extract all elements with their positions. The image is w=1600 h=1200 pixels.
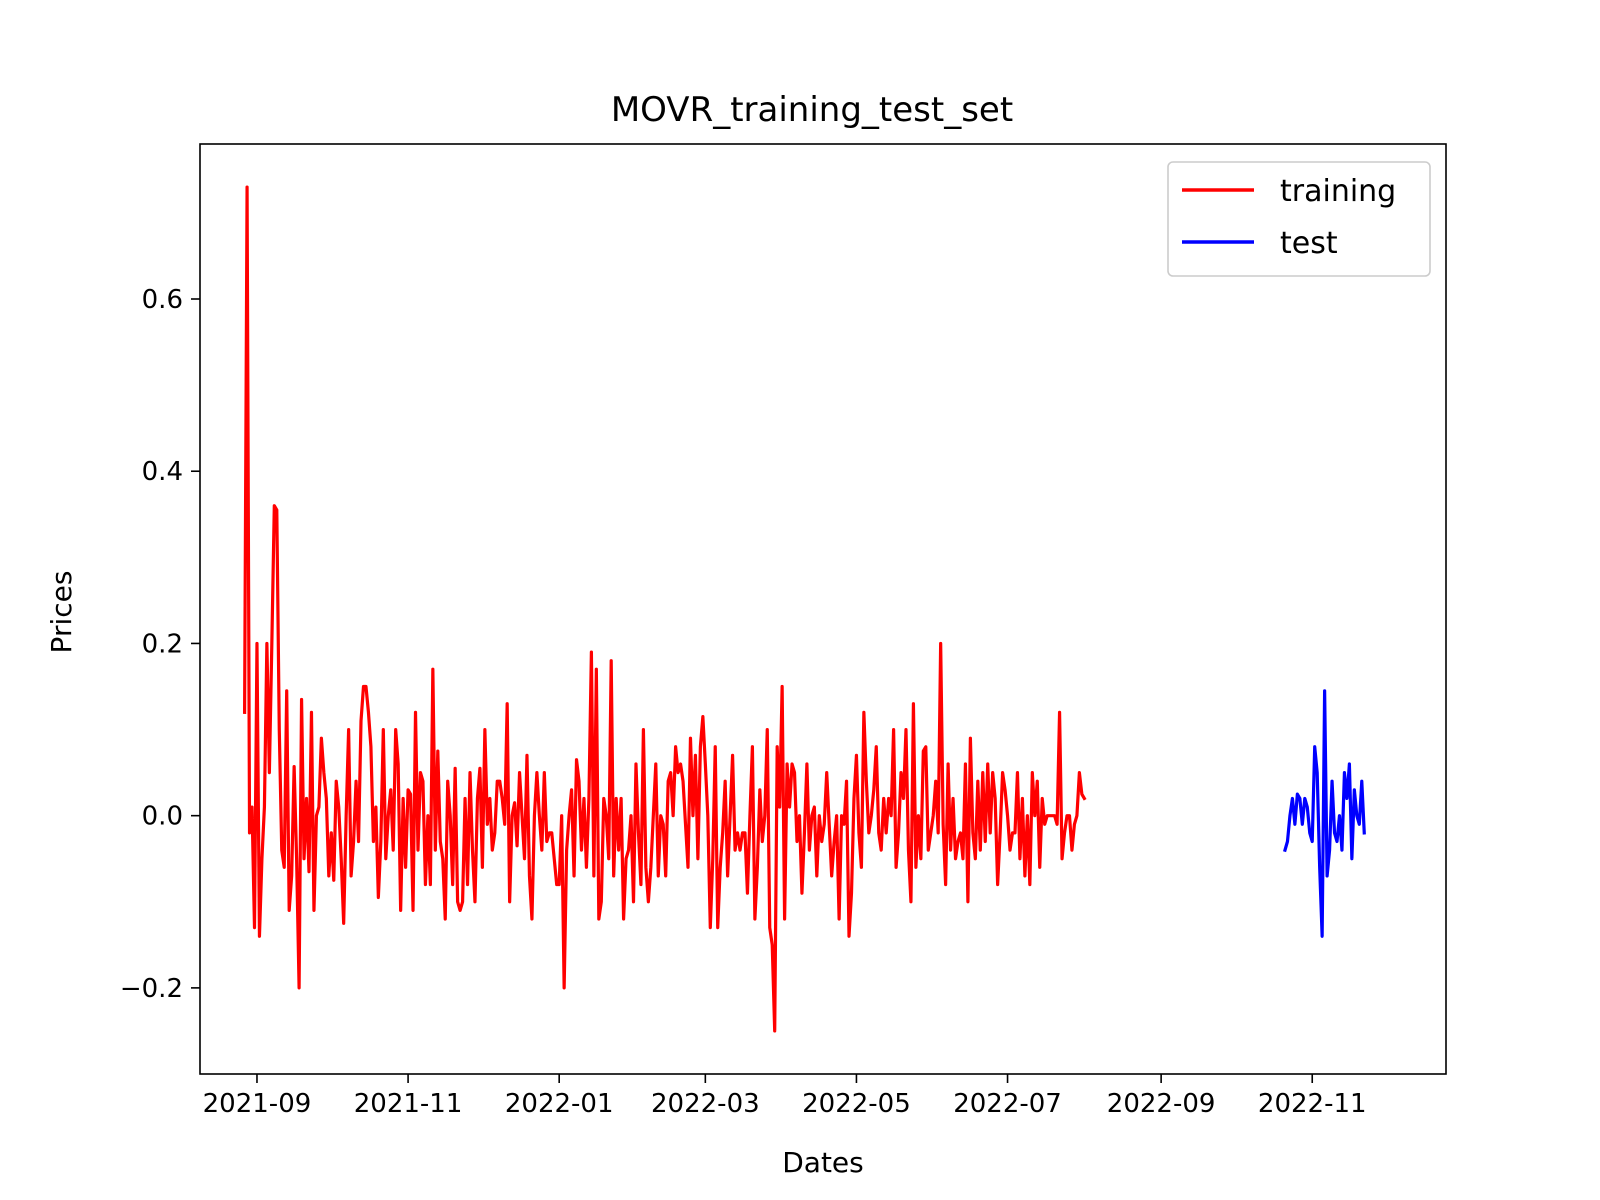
y-axis-label: Prices xyxy=(45,571,78,654)
x-tick-label: 2022-09 xyxy=(1107,1089,1216,1119)
plot-area-frame xyxy=(199,143,1447,1075)
x-tick-label: 2022-01 xyxy=(505,1089,614,1119)
y-tick-label: −0.2 xyxy=(120,974,183,1004)
series-lines xyxy=(242,185,1366,1033)
legend: training test xyxy=(1167,161,1431,277)
x-tick-label: 2022-11 xyxy=(1258,1089,1367,1119)
x-axis-label: Dates xyxy=(782,1146,864,1179)
y-axis: −0.2 0.0 0.2 0.4 0.6 xyxy=(120,285,200,1004)
x-tick-label: 2022-07 xyxy=(953,1089,1062,1119)
y-tick-label: 0.6 xyxy=(142,285,183,315)
x-tick-label: 2022-05 xyxy=(802,1089,911,1119)
series-line-test xyxy=(1283,689,1366,938)
y-tick-label: 0.4 xyxy=(142,457,183,487)
chart-title: MOVR_training_test_set xyxy=(611,90,1013,130)
legend-label-test: test xyxy=(1280,226,1338,261)
y-tick-label: 0.0 xyxy=(142,802,183,832)
series-line-training xyxy=(242,185,1087,1033)
x-tick-label: 2021-11 xyxy=(354,1089,463,1119)
x-axis: 2021-09 2021-11 2022-01 2022-03 2022-05 2022-… xyxy=(203,1074,1367,1119)
legend-label-training: training xyxy=(1280,174,1396,209)
y-tick-label: 0.2 xyxy=(142,629,183,659)
x-tick-label: 2021-09 xyxy=(203,1089,312,1119)
x-tick-label: 2022-03 xyxy=(651,1089,760,1119)
